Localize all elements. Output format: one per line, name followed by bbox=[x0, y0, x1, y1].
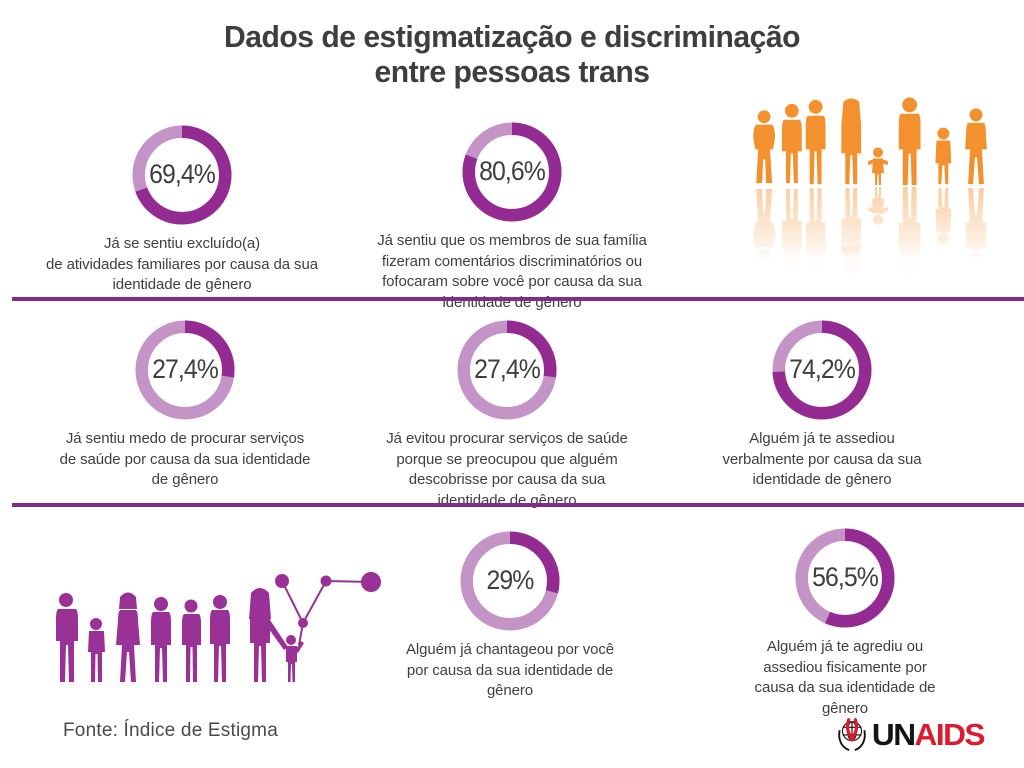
page-title-line1: Dados de estigmatização e discriminação bbox=[223, 19, 801, 54]
donut-value: 69,4% bbox=[149, 158, 216, 189]
stat-card-fear-health-services: 27,4% Já sentiu medo de procurar serviço… bbox=[25, 320, 345, 491]
stat-caption: Alguém já te assediou verbalmente por ca… bbox=[722, 430, 922, 489]
donut-value: 27,4% bbox=[474, 353, 541, 384]
stat-caption: Já se sentiu excluído(a) de atividades f… bbox=[46, 235, 318, 294]
stat-card-excluded-family: 69,4% Já se sentiu excluído(a) de ativid… bbox=[22, 125, 342, 296]
donut-ring bbox=[135, 320, 235, 420]
unaids-un-text: UN bbox=[871, 716, 916, 752]
donut-value: 74,2% bbox=[789, 353, 856, 384]
stat-card-blackmail: 29% Alguém já chantageou por você por ca… bbox=[350, 531, 670, 702]
donut-chart: 80,6% bbox=[462, 122, 562, 222]
stat-caption: Alguém já te agrediu ou assediou fisicam… bbox=[754, 638, 936, 718]
stat-card-physical-aggression: 56,5% Alguém já te agrediu ou assediou f… bbox=[685, 528, 1005, 720]
network-dots-icon bbox=[275, 572, 381, 646]
stat-card-avoided-health-services: 27,4% Já evitou procurar serviços de saú… bbox=[347, 320, 667, 512]
page-title: Dados de estigmatização e discriminação … bbox=[15, 19, 1008, 89]
source-note: Fonte: Índice de Estigma bbox=[63, 720, 278, 741]
page-title-line2: entre pessoas trans bbox=[374, 53, 650, 89]
stat-card-family-gossip: 80,6% Já sentiu que os membros de sua fa… bbox=[347, 122, 677, 314]
donut-ring bbox=[457, 320, 557, 420]
donut-ring bbox=[132, 125, 232, 225]
donut-ring bbox=[795, 528, 895, 628]
stat-caption: Já evitou procurar serviços de saúde por… bbox=[386, 430, 628, 510]
red-ribbon-icon bbox=[845, 718, 859, 742]
stat-caption: Já sentiu medo de procurar serviços de s… bbox=[59, 430, 311, 489]
donut-ring bbox=[462, 122, 562, 222]
donut-chart: 29% bbox=[460, 531, 560, 631]
donut-value: 80,6% bbox=[479, 155, 546, 186]
donut-value: 27,4% bbox=[152, 353, 219, 384]
section-divider bbox=[12, 297, 1024, 301]
stat-card-verbal-harassment: 74,2% Alguém já te assediou verbalmente … bbox=[662, 320, 982, 491]
unaids-aids-text: AIDS bbox=[914, 716, 986, 752]
donut-value: 29% bbox=[486, 564, 535, 595]
donut-chart: 56,5% bbox=[795, 528, 895, 628]
un-emblem-icon bbox=[838, 718, 866, 752]
donut-ring bbox=[460, 531, 560, 631]
purple-people-silhouette-icon bbox=[56, 572, 381, 682]
donut-ring bbox=[772, 320, 872, 420]
orange-family-silhouette-icon bbox=[753, 97, 987, 275]
stat-caption: Já sentiu que os membros de sua família … bbox=[377, 232, 647, 312]
stat-caption: Alguém já chantageou por você por causa … bbox=[405, 641, 615, 700]
unaids-logo: UNAIDS bbox=[833, 714, 986, 754]
donut-chart: 69,4% bbox=[132, 125, 232, 225]
donut-chart: 74,2% bbox=[772, 320, 872, 420]
donut-value: 56,5% bbox=[812, 561, 879, 592]
unaids-wordmark: UNAIDS bbox=[871, 716, 986, 752]
section-divider bbox=[12, 503, 1024, 507]
donut-chart: 27,4% bbox=[135, 320, 235, 420]
donut-chart: 27,4% bbox=[457, 320, 557, 420]
